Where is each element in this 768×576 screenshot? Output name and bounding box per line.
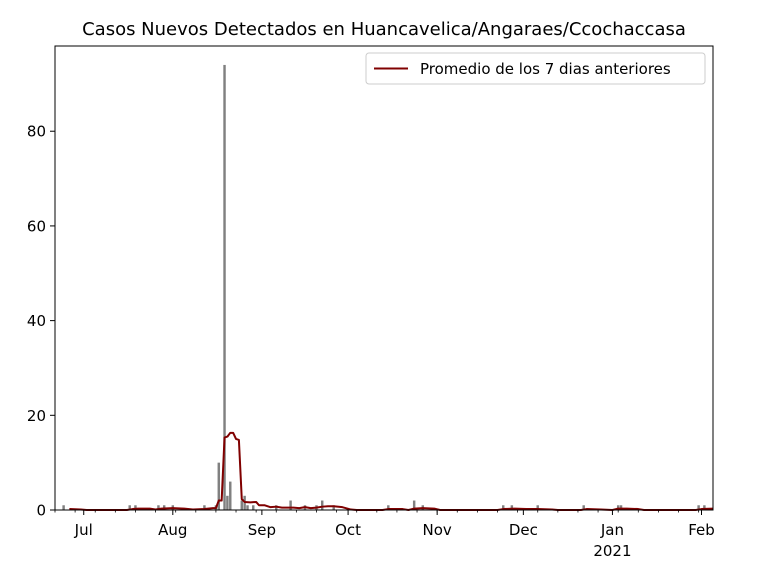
bar-2020-07-19 — [134, 505, 137, 510]
y-axis: 0 20 40 60 80 — [27, 123, 55, 520]
plot-frame — [54, 45, 714, 511]
x-tick-label-Sep: Sep — [248, 521, 276, 539]
bar-2020-09-26 — [332, 505, 335, 510]
bar-2020-07-17 — [128, 505, 131, 510]
bar-2020-12-06 — [536, 505, 539, 510]
bar-2020-08-12 — [203, 505, 206, 510]
y-tick-label-20: 20 — [27, 407, 46, 425]
x-tick-label-Dec: Dec — [509, 521, 538, 539]
y-tick-label-0: 0 — [36, 502, 46, 520]
bar-2020-09-22 — [321, 500, 324, 510]
bar-2020-11-24 — [502, 505, 505, 510]
bar-2020-07-27 — [157, 505, 160, 510]
legend-label: Promedio de los 7 dias anteriores — [420, 60, 671, 78]
legend-box — [365, 52, 706, 85]
bar-2020-10-24 — [412, 500, 416, 510]
x-tick-sublabel-2021: 2021 — [593, 542, 631, 560]
bar-2020-08-29 — [252, 505, 255, 510]
bar-2020-08-20 — [226, 495, 229, 510]
bar-2021-02-02 — [703, 505, 706, 510]
plot-area — [55, 46, 713, 510]
bar-2020-08-27 — [246, 505, 249, 510]
y-tick-label-60: 60 — [27, 217, 46, 235]
chart-title: Casos Nuevos Detectados en Huancavelica/… — [82, 19, 686, 40]
x-tick-label-Nov: Nov — [423, 521, 452, 539]
bar-2021-01-31 — [697, 505, 700, 510]
bar-2020-06-24 — [62, 505, 65, 510]
bar-2020-08-19 — [223, 64, 226, 510]
x-tick-label-Aug: Aug — [158, 521, 187, 539]
bar-2020-09-11 — [289, 500, 292, 510]
bar-2020-11-27 — [510, 505, 514, 510]
bar-2020-08-17 — [217, 462, 220, 510]
y-tick-label-80: 80 — [27, 123, 46, 141]
y-tick-label-40: 40 — [27, 312, 46, 330]
x-tick-label-Oct: Oct — [335, 521, 361, 539]
bar-2020-08-21 — [229, 481, 232, 510]
x-tick-label-Jul: Jul — [74, 521, 93, 539]
x-axis: Jul Aug Sep Oct Nov Dec Jan 2021 Feb — [54, 510, 715, 560]
x-tick-label-Feb: Feb — [688, 521, 715, 539]
legend: Promedio de los 7 dias anteriores — [365, 52, 706, 85]
bar-2020-12-22 — [582, 505, 585, 510]
bar-2020-10-15 — [387, 505, 390, 510]
bar-2020-08-25 — [240, 500, 243, 510]
x-tick-label-Jan: Jan — [600, 521, 624, 539]
